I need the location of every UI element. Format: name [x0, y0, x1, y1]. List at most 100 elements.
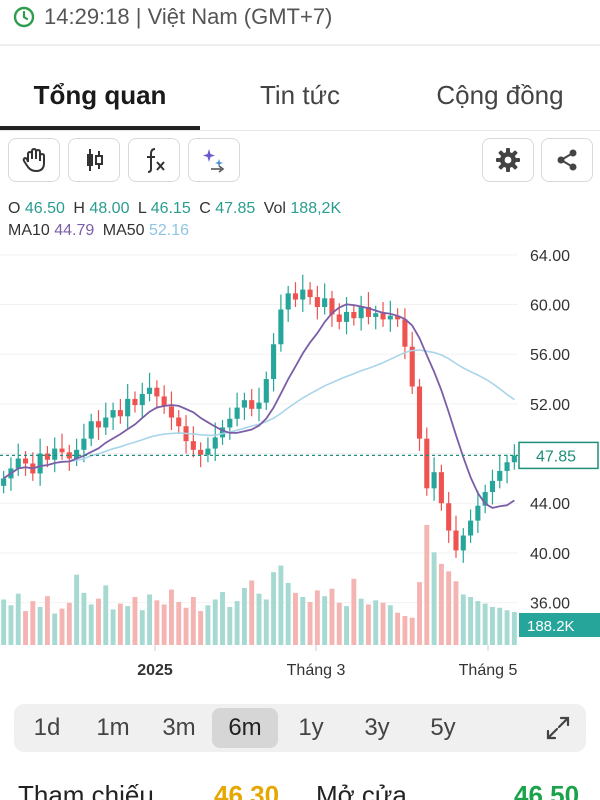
candle-body [351, 311, 357, 319]
volume-bar [59, 608, 65, 645]
volume-bar [446, 571, 452, 645]
range-3y[interactable]: 3y [344, 708, 410, 748]
open-price-value: 46.50 [514, 780, 580, 800]
candle-body [44, 453, 50, 460]
range-3m[interactable]: 3m [146, 708, 212, 748]
candle-body [424, 438, 430, 489]
volume-bar [271, 572, 277, 645]
volume-bar [409, 617, 415, 645]
volume-bar [358, 598, 364, 645]
volume-bar [263, 599, 269, 645]
volume-bar [220, 592, 225, 645]
candle-body [365, 307, 371, 317]
draw-tool-button[interactable] [8, 138, 60, 182]
candle-body [198, 449, 204, 455]
candle-body [88, 421, 94, 439]
close-label: C [199, 200, 211, 217]
volume-value: 188,2K [290, 200, 342, 217]
volume-bar [139, 610, 145, 645]
ma50-value: 52.16 [149, 222, 190, 239]
volume-bar [453, 581, 459, 645]
share-icon [557, 149, 577, 171]
range-label: 3m [162, 714, 196, 741]
tab-news[interactable]: Tin tức [200, 60, 400, 130]
settings-button[interactable] [482, 138, 534, 182]
volume-bar [314, 590, 320, 645]
candle-body [176, 417, 182, 427]
candle-body [52, 448, 58, 460]
candle-body [460, 535, 466, 551]
candle-body [132, 398, 138, 406]
volume-bar [511, 611, 517, 645]
candle-body [489, 480, 496, 493]
volume-bar [460, 594, 466, 645]
candle-body [147, 387, 153, 394]
volume-bar [169, 589, 174, 645]
y-tick-label: 56.00 [530, 347, 570, 364]
volume-bar [322, 596, 328, 645]
volume-bar [329, 588, 335, 645]
ma10-value: 44.79 [54, 222, 95, 239]
chart-type-button[interactable] [68, 138, 120, 182]
low-label: L [137, 200, 147, 217]
volume-bar [468, 597, 474, 645]
volume-bar [344, 606, 349, 645]
range-6m[interactable]: 6m [212, 708, 278, 748]
x-tick-label: Tháng 3 [287, 662, 346, 679]
candle-body [329, 298, 335, 315]
range-label: 3y [364, 714, 390, 741]
time-zone-text: 14:29:18 | Việt Nam (GMT+7) [44, 4, 333, 29]
candle-body [256, 402, 262, 409]
candle-body [343, 311, 350, 322]
ohlc-legend: O 46.50 H 48.00 L 46.15 C 47.85 Vol 188,… [8, 198, 345, 242]
volume-bar [23, 611, 28, 645]
candle-body [205, 448, 211, 455]
ma50-label: MA50 [102, 222, 145, 239]
volume-bar [438, 563, 444, 645]
function-icon [147, 148, 165, 173]
volume-bar [417, 582, 422, 645]
volume-bar [66, 602, 72, 645]
volume-bar [81, 592, 87, 645]
range-1y[interactable]: 1y [278, 708, 344, 748]
volume-bar [52, 613, 58, 645]
range-5y[interactable]: 5y [410, 708, 476, 748]
tab-label: Tin tức [259, 79, 340, 110]
volume-bar [249, 580, 255, 645]
indicator-button[interactable] [128, 138, 180, 182]
open-value: 46.50 [24, 200, 65, 217]
x-tick-label: 2025 [137, 662, 173, 679]
volume-bar [190, 597, 196, 645]
volume-bar [380, 602, 386, 645]
candle-body [117, 410, 123, 417]
low-value: 46.15 [150, 200, 191, 217]
candle-body [416, 386, 423, 439]
volume-bar [1, 599, 7, 645]
candle-body [125, 398, 131, 417]
share-button[interactable] [541, 138, 593, 182]
y-tick-label: 36.00 [530, 596, 570, 613]
close-value: 47.85 [215, 200, 256, 217]
reference-label: Tham chiếu [18, 780, 154, 800]
range-selector: 1d 1m 3m 6m 1y 3y 5y [14, 704, 586, 752]
volume-bar [117, 603, 123, 645]
expand-icon[interactable] [544, 714, 572, 742]
volume-bar [293, 592, 298, 645]
tab-community[interactable]: Cộng đồng [400, 60, 600, 130]
range-1m[interactable]: 1m [80, 708, 146, 748]
candle-body [285, 293, 291, 310]
volume-bar [300, 597, 306, 645]
candle-body [278, 309, 284, 345]
volume-bar [256, 593, 262, 645]
ai-tool-button[interactable] [188, 138, 240, 182]
tab-overview[interactable]: Tổng quan [0, 60, 200, 130]
candle-body [482, 492, 488, 506]
high-value: 48.00 [89, 200, 130, 217]
ma50-line [3, 349, 515, 480]
volume-bar [125, 606, 131, 645]
candle-body [292, 293, 299, 300]
range-1d[interactable]: 1d [14, 708, 80, 748]
candle-body [37, 453, 43, 474]
candle-body [373, 313, 379, 317]
price-chart[interactable]: 64.0060.0056.0052.0048.0044.0040.0036.00… [0, 230, 600, 690]
